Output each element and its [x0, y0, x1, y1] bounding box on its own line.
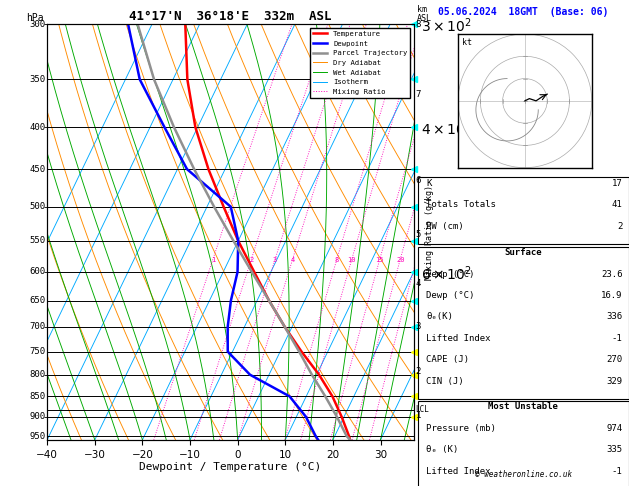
Text: 850: 850	[29, 392, 45, 401]
Text: 17: 17	[612, 179, 623, 188]
Text: 3: 3	[416, 323, 421, 331]
Text: 550: 550	[29, 236, 45, 245]
Text: Lifted Index: Lifted Index	[426, 467, 491, 476]
Text: Surface: Surface	[504, 248, 542, 258]
Text: 400: 400	[29, 122, 45, 132]
Text: kt: kt	[462, 38, 472, 47]
Text: 270: 270	[606, 355, 623, 364]
Text: 41: 41	[612, 200, 623, 209]
Text: 974: 974	[606, 424, 623, 433]
Text: 3: 3	[273, 257, 277, 263]
Text: Temp (°C): Temp (°C)	[426, 270, 474, 279]
Text: Lifted Index: Lifted Index	[426, 334, 491, 343]
X-axis label: Dewpoint / Temperature (°C): Dewpoint / Temperature (°C)	[140, 462, 321, 472]
Text: 16.9: 16.9	[601, 291, 623, 300]
Text: 20: 20	[396, 257, 404, 263]
Bar	[418, 401, 629, 486]
Text: km
ASL: km ASL	[417, 5, 432, 23]
Text: 335: 335	[606, 445, 623, 454]
Text: LCL: LCL	[416, 405, 430, 414]
Text: 8: 8	[416, 20, 421, 29]
Bar	[418, 177, 629, 244]
Text: 4: 4	[291, 257, 295, 263]
Text: 336: 336	[606, 312, 623, 322]
Text: 900: 900	[29, 412, 45, 421]
Text: © weatheronline.co.uk: © weatheronline.co.uk	[475, 469, 572, 479]
Text: 2: 2	[416, 366, 421, 376]
Text: 800: 800	[29, 370, 45, 379]
Text: 650: 650	[29, 296, 45, 305]
Text: 8: 8	[335, 257, 339, 263]
Text: θₑ (K): θₑ (K)	[426, 445, 459, 454]
Text: 350: 350	[29, 75, 45, 84]
Text: Mixing Ratio (g/kg): Mixing Ratio (g/kg)	[425, 185, 434, 279]
Text: 2: 2	[617, 222, 623, 231]
Text: 500: 500	[29, 202, 45, 211]
Text: hPa: hPa	[26, 13, 44, 23]
Text: -1: -1	[612, 467, 623, 476]
Text: K: K	[426, 179, 431, 188]
Text: 329: 329	[606, 377, 623, 386]
Text: Totals Totals: Totals Totals	[426, 200, 496, 209]
Title: 41°17'N  36°18'E  332m  ASL: 41°17'N 36°18'E 332m ASL	[130, 10, 331, 23]
Text: Dewp (°C): Dewp (°C)	[426, 291, 474, 300]
Text: 05.06.2024  18GMT  (Base: 06): 05.06.2024 18GMT (Base: 06)	[438, 7, 608, 17]
Text: 10: 10	[348, 257, 356, 263]
Bar	[418, 247, 629, 399]
Text: Most Unstable: Most Unstable	[488, 402, 559, 412]
Text: 1: 1	[211, 257, 215, 263]
Text: Pressure (mb): Pressure (mb)	[426, 424, 496, 433]
Text: 600: 600	[29, 267, 45, 277]
Text: -1: -1	[612, 334, 623, 343]
Legend: Temperature, Dewpoint, Parcel Trajectory, Dry Adiabat, Wet Adiabat, Isotherm, Mi: Temperature, Dewpoint, Parcel Trajectory…	[310, 28, 410, 98]
Text: 950: 950	[29, 432, 45, 441]
Text: 700: 700	[29, 323, 45, 331]
Text: 450: 450	[29, 165, 45, 174]
Text: 15: 15	[376, 257, 384, 263]
Text: 750: 750	[29, 347, 45, 356]
Text: θₑ(K): θₑ(K)	[426, 312, 453, 322]
Text: PW (cm): PW (cm)	[426, 222, 464, 231]
Text: 4: 4	[416, 279, 421, 288]
Text: 6: 6	[416, 176, 421, 185]
Text: CIN (J): CIN (J)	[426, 377, 464, 386]
Text: 300: 300	[29, 20, 45, 29]
Text: 2: 2	[249, 257, 253, 263]
Text: 1: 1	[416, 412, 421, 420]
Text: 5: 5	[416, 230, 421, 239]
Text: 7: 7	[416, 90, 421, 99]
Text: CAPE (J): CAPE (J)	[426, 355, 469, 364]
Text: 23.6: 23.6	[601, 270, 623, 279]
